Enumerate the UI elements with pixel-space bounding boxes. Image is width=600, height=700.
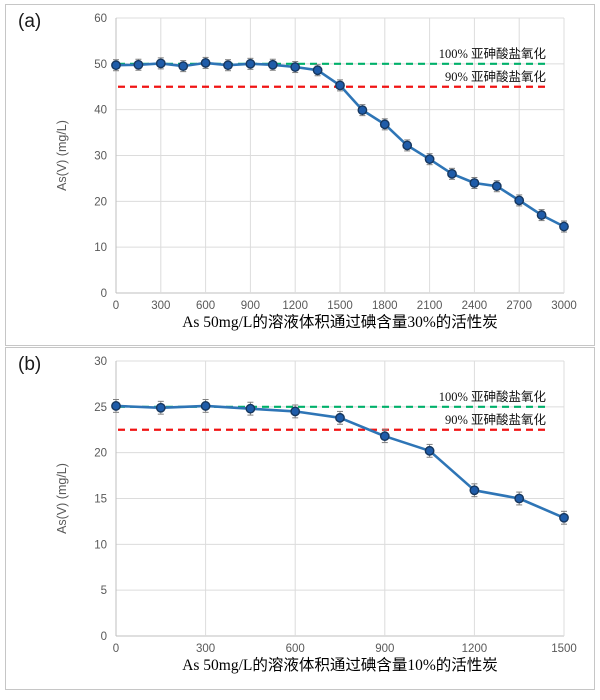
x-axis-caption: As 50mg/L的溶液体积通过碘含量30%的活性炭 — [182, 313, 498, 331]
svg-text:30: 30 — [94, 356, 107, 368]
svg-text:300: 300 — [196, 643, 215, 655]
svg-text:15: 15 — [94, 494, 107, 506]
svg-text:100% 亚砷酸盐氧化: 100% 亚砷酸盐氧化 — [439, 389, 547, 404]
svg-text:60: 60 — [94, 13, 107, 25]
svg-text:100% 亚砷酸盐氧化: 100% 亚砷酸盐氧化 — [439, 46, 547, 61]
svg-text:900: 900 — [241, 300, 260, 312]
svg-text:40: 40 — [94, 105, 107, 117]
data-point-markers — [111, 58, 569, 232]
svg-text:10: 10 — [94, 539, 107, 551]
svg-text:0: 0 — [113, 643, 119, 655]
svg-text:25: 25 — [94, 402, 107, 414]
panel-b-label: (b) — [18, 354, 42, 375]
svg-text:30: 30 — [94, 151, 107, 163]
panel-a-label: (a) — [18, 11, 42, 32]
svg-text:20: 20 — [94, 196, 107, 208]
svg-text:50: 50 — [94, 59, 107, 71]
reference-line-labels: 100% 亚砷酸盐氧化 90% 亚砷酸盐氧化 — [439, 389, 547, 427]
svg-text:2400: 2400 — [462, 300, 488, 312]
x-axis-caption: As 50mg/L的溶液体积通过碘含量10%的活性炭 — [182, 656, 498, 674]
svg-text:0: 0 — [101, 288, 107, 300]
panel-a: (a) 0 10 20 30 40 50 60 0 300 600 900 1200 1500 1800 2… — [5, 4, 595, 346]
svg-text:1500: 1500 — [327, 300, 353, 312]
svg-text:20: 20 — [94, 448, 107, 460]
svg-text:1500: 1500 — [551, 643, 577, 655]
svg-text:600: 600 — [286, 643, 305, 655]
y-axis-title: As(V) (mg/L) — [55, 463, 69, 534]
svg-text:10: 10 — [94, 242, 107, 254]
svg-text:3000: 3000 — [551, 300, 577, 312]
svg-text:600: 600 — [196, 300, 215, 312]
svg-text:300: 300 — [151, 300, 170, 312]
svg-text:5: 5 — [101, 585, 107, 597]
data-point-markers — [111, 401, 569, 523]
svg-text:1200: 1200 — [462, 643, 488, 655]
svg-text:1200: 1200 — [282, 300, 308, 312]
svg-text:90% 亚砷酸盐氧化: 90% 亚砷酸盐氧化 — [445, 69, 547, 84]
svg-text:90% 亚砷酸盐氧化: 90% 亚砷酸盐氧化 — [445, 412, 547, 427]
y-axis-title: As(V) (mg/L) — [55, 120, 69, 191]
svg-text:2100: 2100 — [417, 300, 443, 312]
reference-line-labels: 100% 亚砷酸盐氧化 90% 亚砷酸盐氧化 — [439, 46, 547, 84]
svg-text:900: 900 — [375, 643, 394, 655]
svg-text:2700: 2700 — [506, 300, 532, 312]
svg-text:1800: 1800 — [372, 300, 398, 312]
panel-b: (b) 0 5 10 15 20 25 30 0 300 600 900 1200 1500 100% 亚… — [5, 347, 595, 690]
svg-text:0: 0 — [101, 631, 107, 643]
svg-text:0: 0 — [113, 300, 119, 312]
